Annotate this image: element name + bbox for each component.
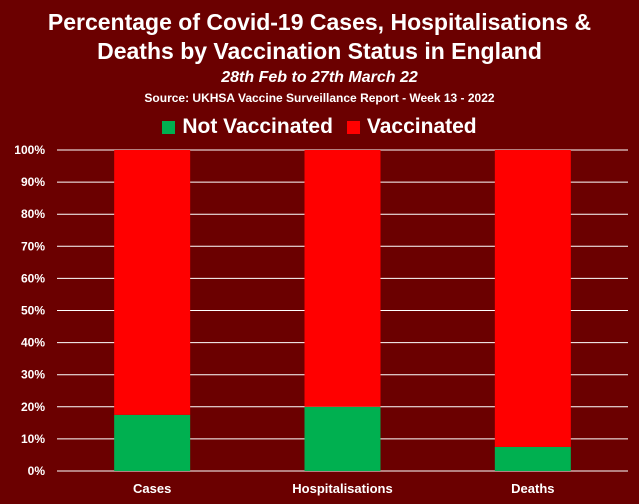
bar-not-vaccinated [304, 406, 381, 471]
y-tick-label: 80% [21, 207, 45, 221]
y-tick-label: 30% [21, 368, 45, 382]
chart-title-line-2: Deaths by Vaccination Status in England [97, 38, 542, 64]
x-category-label: Hospitalisations [292, 481, 392, 496]
y-tick-label: 10% [21, 432, 45, 446]
y-tick-label: 20% [21, 400, 45, 414]
y-tick-label: 0% [28, 464, 46, 478]
bar-vaccinated [304, 150, 381, 407]
chart-title-line-1: Percentage of Covid-19 Cases, Hospitalis… [47, 9, 592, 35]
legend-swatch-not-vaccinated [162, 120, 176, 134]
bar-not-vaccinated [494, 446, 571, 471]
bar-vaccinated [494, 150, 571, 447]
legend-label-vaccinated: Vaccinated [366, 115, 477, 138]
chart-subtitle: 28th Feb to 27th March 22 [221, 69, 418, 86]
bar-vaccinated [114, 150, 191, 415]
y-tick-label: 40% [21, 336, 45, 350]
legend-swatch-vaccinated [346, 120, 360, 134]
y-tick-label: 100% [14, 143, 45, 157]
chart-legend: Not Vaccinated Vaccinated [0, 114, 639, 140]
legend-item-vaccinated: Vaccinated [346, 114, 477, 140]
y-tick-label: 50% [21, 304, 45, 318]
legend-item-not-vaccinated: Not Vaccinated [162, 114, 333, 140]
x-category-label: Cases [133, 481, 171, 496]
bar-not-vaccinated [114, 414, 191, 471]
y-tick-label: 60% [21, 271, 45, 285]
x-category-label: Deaths [511, 481, 554, 496]
legend-label-not-vaccinated: Not Vaccinated [182, 115, 333, 138]
y-tick-label: 90% [21, 175, 45, 189]
y-tick-label: 70% [21, 239, 45, 253]
chart-source: Source: UKHSA Vaccine Surveillance Repor… [144, 91, 495, 105]
